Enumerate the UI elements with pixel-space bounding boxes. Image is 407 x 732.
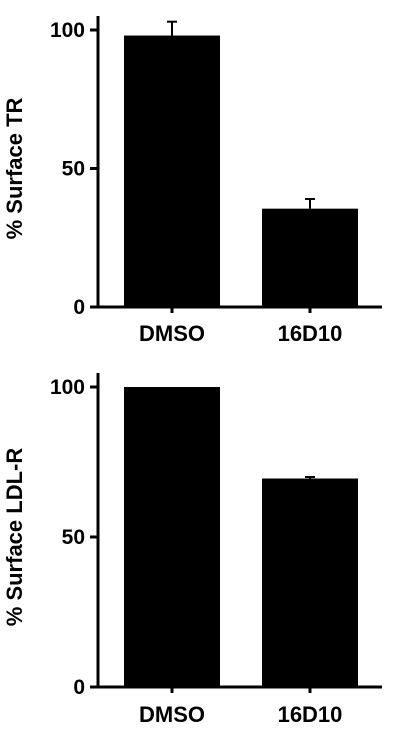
bar-16d10 [262,208,358,307]
y-tick-label: 50 [62,526,85,549]
bar-16d10 [262,478,358,687]
x-tick-label: DMSO [139,702,205,727]
x-tick-label: 16D10 [278,321,343,346]
x-tick-label: 16D10 [278,702,343,727]
y-tick-label: 0 [73,676,85,699]
y-tick-label: 0 [73,296,85,319]
y-tick-label: 50 [62,158,85,181]
y-tick-label: 100 [50,376,85,399]
y-axis-label: % Surface LDL-R [2,448,27,627]
y-tick-label: 100 [50,19,85,42]
chart-1: DMSO 16D10 0 50 100 % Surface TR [2,16,382,346]
bar-dmso [124,387,220,687]
chart-2: DMSO 16D10 0 50 100 % Surface LDL-R [2,373,382,727]
y-axis-label: % Surface TR [2,97,27,239]
x-tick-label: DMSO [139,321,205,346]
bar-dmso [124,35,220,307]
